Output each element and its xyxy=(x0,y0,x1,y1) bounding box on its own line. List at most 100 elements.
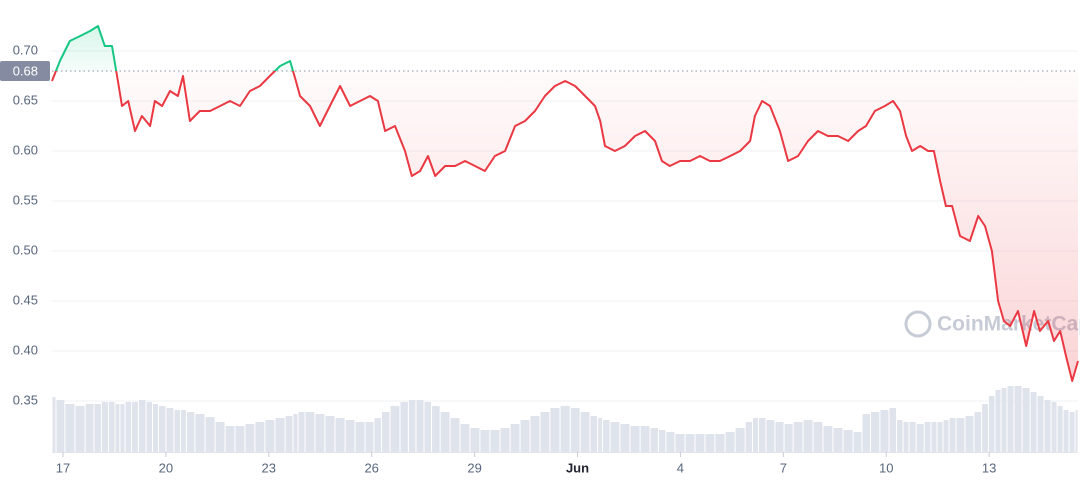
volume-bar xyxy=(298,412,305,452)
volume-bar xyxy=(540,412,550,452)
volume-bar xyxy=(416,400,424,452)
x-tick-label: 17 xyxy=(56,460,70,475)
volume-bar xyxy=(793,422,803,452)
volume-bar xyxy=(1044,400,1051,452)
volume-bar xyxy=(125,402,132,452)
volume-bar xyxy=(205,417,215,452)
volume-bar xyxy=(215,422,225,452)
y-tick-label: 0.40 xyxy=(13,342,38,357)
volume-bar xyxy=(758,418,766,452)
volume-bar xyxy=(159,406,166,452)
volume-bar xyxy=(400,402,408,452)
volume-bar xyxy=(965,416,974,452)
volume-bar xyxy=(695,434,705,452)
volume-bar xyxy=(956,418,965,452)
volume-bar xyxy=(146,402,153,452)
volume-bar xyxy=(775,422,784,452)
volume-bar xyxy=(1063,410,1069,452)
volume-bar xyxy=(590,416,598,452)
volume-bar xyxy=(931,422,937,452)
x-tick-label: Jun xyxy=(566,460,589,475)
volume-bar xyxy=(550,408,560,452)
x-tick-label: 4 xyxy=(677,460,684,475)
volume-bar xyxy=(75,406,85,452)
volume-bar xyxy=(995,390,1001,452)
price-area xyxy=(52,26,1078,381)
volume-bar xyxy=(490,430,500,452)
volume-bar xyxy=(603,420,610,452)
y-tick-label: 0.50 xyxy=(13,242,38,257)
volume-bar xyxy=(174,410,180,452)
volume-bar xyxy=(813,422,823,452)
x-tick-label: 13 xyxy=(982,460,996,475)
volume-bar xyxy=(265,420,275,452)
volume-bar xyxy=(166,408,174,452)
volume-bar xyxy=(1030,392,1037,452)
volume-bar xyxy=(988,396,995,452)
volume-bar xyxy=(715,434,725,452)
volume-bar xyxy=(784,424,793,452)
volume-bar xyxy=(640,426,650,452)
volume-bar xyxy=(1075,410,1078,452)
volume-bar xyxy=(620,424,630,452)
volume-bar xyxy=(374,418,381,452)
x-tick-label: 23 xyxy=(262,460,276,475)
watermark-logo xyxy=(904,310,932,338)
volume-bar xyxy=(1057,406,1063,452)
y-tick-label: 0.45 xyxy=(13,292,38,307)
y-tick-label: 0.60 xyxy=(13,142,38,157)
volume-bar xyxy=(1014,386,1022,452)
volume-bar xyxy=(833,428,843,452)
volume-bar xyxy=(766,420,775,452)
volume-bar xyxy=(132,402,138,452)
volume-bar xyxy=(275,418,285,452)
x-tick-label: 20 xyxy=(159,460,173,475)
volume-bar xyxy=(432,406,440,452)
volume-bar xyxy=(530,416,540,452)
volume-bar xyxy=(510,424,520,452)
volume-bar xyxy=(937,422,943,452)
volume-bar xyxy=(752,418,758,452)
volume-bar xyxy=(853,432,862,452)
volume-bar xyxy=(897,420,903,452)
volume-bar xyxy=(666,432,675,452)
volume-bar xyxy=(85,404,94,452)
volume-bar xyxy=(365,422,374,452)
volume-bar xyxy=(390,406,400,452)
volume-bar xyxy=(108,402,115,452)
volume-bar xyxy=(225,426,235,452)
volume-bar xyxy=(56,400,65,452)
volume-bar xyxy=(424,402,432,452)
volume-bar xyxy=(186,412,195,452)
volume-bar xyxy=(725,432,735,452)
volume-bar xyxy=(982,404,988,452)
volume-bar xyxy=(500,428,510,452)
volume-bar xyxy=(101,402,108,452)
volume-bar xyxy=(381,412,390,452)
volume-bar xyxy=(570,408,580,452)
volume-bar xyxy=(705,434,715,452)
volume-bar xyxy=(120,404,125,452)
volume-bar xyxy=(870,412,880,452)
volume-bar xyxy=(630,426,640,452)
volume-bar xyxy=(650,428,658,452)
volume-bar xyxy=(658,430,666,452)
volume-bar xyxy=(924,422,931,452)
volume-bar xyxy=(245,424,255,452)
volume-bar xyxy=(65,404,75,452)
volume-bar xyxy=(610,422,620,452)
volume-bar xyxy=(285,416,293,452)
volume-bar xyxy=(138,400,146,452)
volume-bar xyxy=(52,397,56,452)
volume-bar xyxy=(153,404,159,452)
volume-bar xyxy=(408,400,416,452)
reference-label: 0.68 xyxy=(13,63,38,78)
volume-bar xyxy=(974,412,982,452)
volume-bar xyxy=(315,414,325,452)
volume-bar xyxy=(470,428,480,452)
volume-bar xyxy=(1051,402,1057,452)
reference-label-box xyxy=(0,61,50,81)
volume-bar xyxy=(460,424,470,452)
x-tick-label: 7 xyxy=(780,460,787,475)
